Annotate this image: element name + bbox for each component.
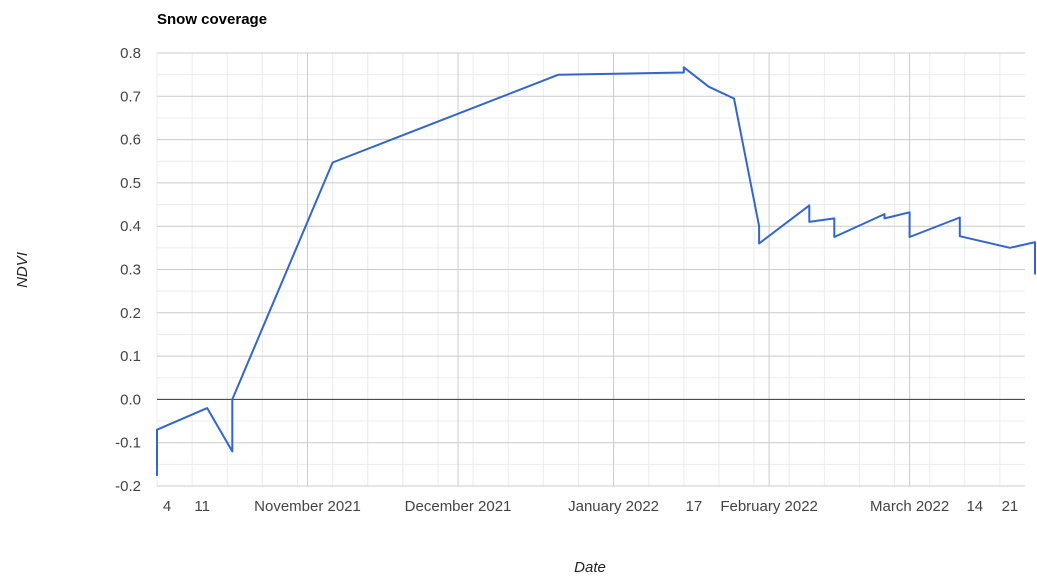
y-tick-label: 0.7 bbox=[120, 88, 141, 105]
y-tick-label: 0.2 bbox=[120, 305, 141, 322]
series-group bbox=[156, 66, 1036, 477]
x-tick-label: 17 bbox=[686, 498, 703, 515]
x-tick-label: January 2022 bbox=[568, 498, 659, 515]
x-tick-label: 14 bbox=[966, 498, 983, 515]
x-tick-label: November 2021 bbox=[254, 498, 361, 515]
x-axis-label: Date bbox=[574, 559, 606, 576]
x-tick-label: 11 bbox=[194, 498, 210, 515]
y-tick-label: 0.3 bbox=[120, 262, 141, 279]
y-tick-label: 0.5 bbox=[120, 175, 141, 192]
x-tick-label: March 2022 bbox=[870, 498, 949, 515]
y-axis-label: NDVI bbox=[14, 252, 31, 288]
y-tick-label: 0.0 bbox=[120, 391, 141, 408]
x-tick-label: 21 bbox=[1002, 498, 1019, 515]
y-tick-label: 0.1 bbox=[120, 348, 141, 365]
y-tick-label: 0.4 bbox=[120, 218, 141, 235]
y-tick-label: -0.2 bbox=[115, 478, 141, 495]
x-tick-label: December 2021 bbox=[405, 498, 512, 515]
y-tick-label: 0.6 bbox=[120, 132, 141, 149]
major-gridlines bbox=[157, 52, 1025, 487]
x-tick-label: 4 bbox=[163, 498, 171, 515]
chart-title: Snow coverage bbox=[157, 11, 267, 28]
y-tick-label: 0.8 bbox=[120, 45, 141, 62]
x-axis-ticks: 4 11 November 2021 December 2021 January 202… bbox=[163, 498, 1018, 515]
y-tick-label: -0.1 bbox=[115, 435, 141, 452]
series-line bbox=[156, 66, 1036, 477]
x-tick-label: February 2022 bbox=[720, 498, 818, 515]
y-axis-ticks: 0.8 0.7 0.6 0.5 0.4 0.3 0.2 0.1 0.0 -0.1 -0.2 bbox=[115, 45, 141, 495]
